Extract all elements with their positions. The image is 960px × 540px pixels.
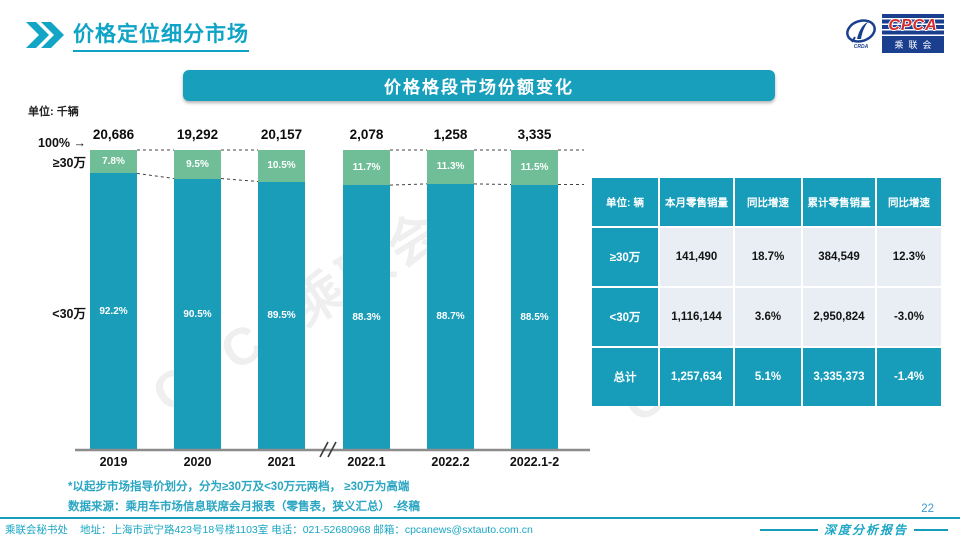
segment-low: 90.5% <box>174 178 221 450</box>
segment-low-value: 88.7% <box>436 311 465 323</box>
segment-high-value: 11.3% <box>436 161 465 173</box>
row-label-total: 总计 <box>592 348 658 406</box>
segment-low: 92.2% <box>90 173 137 450</box>
table-cell: 3.6% <box>735 288 801 346</box>
table-cell: 384,549 <box>803 228 875 286</box>
segment-low-value: 88.3% <box>352 312 381 324</box>
segment-high: 11.3% <box>427 150 474 184</box>
x-label: 2022.2 <box>431 455 470 469</box>
cpca-letters: CPCA <box>888 16 938 34</box>
report-label-rule-left <box>759 528 818 531</box>
bar-2022-2: 1,258 11.3% 88.7% <box>427 127 474 450</box>
bar-2022-1: 2,078 11.7% 88.3% <box>343 127 390 450</box>
x-label: 2020 <box>183 455 212 469</box>
footer: 乘联会秘书处 地址：上海市武宁路423号18号楼1103室 电话：021-526… <box>5 522 533 537</box>
report-label-rule-right <box>914 528 948 531</box>
table-header-month: 本月零售销量 <box>660 178 733 226</box>
bar-total: 1,258 <box>433 127 468 142</box>
segment-low: 89.5% <box>258 181 305 450</box>
series-low-label: <30万 <box>52 307 86 321</box>
bar-2020: 19,292 9.5% 90.5% <box>174 127 221 450</box>
footer-org: 乘联会秘书处 <box>5 524 68 536</box>
bar-2019: 20,686 7.8% 92.2% <box>90 127 137 450</box>
segment-low-value: 90.5% <box>183 308 212 320</box>
segment-high-value: 7.8% <box>102 156 125 168</box>
table-cell: 3,335,373 <box>803 348 875 406</box>
report-label: 深度分析报告 <box>759 521 948 538</box>
axis-100-label: 100% → <box>38 136 86 150</box>
emblem-text: CRDA <box>853 43 869 50</box>
segment-high: 10.5% <box>258 150 305 182</box>
segment-low-value: 88.5% <box>520 311 549 323</box>
bar-total: 20,686 <box>92 127 135 142</box>
table-cell: -3.0% <box>877 288 941 346</box>
footnote-definition: *以起步市场指导价划分，分为≥30万及<30万元两档， ≥30万为高端 <box>68 481 410 493</box>
segment-high-value: 9.5% <box>186 158 209 170</box>
x-label: 2022.1-2 <box>509 455 560 469</box>
table-header-yoy1: 同比增速 <box>735 178 801 226</box>
footnote-source: 数据来源：乘用车市场信息联席会月报表（零售表，狭义汇总） -终稿 <box>68 501 421 513</box>
segment-high: 11.5% <box>511 150 558 185</box>
row-label: ≥30万 <box>592 228 658 286</box>
segment-high: 11.7% <box>343 150 390 186</box>
segment-high-value: 11.5% <box>520 161 549 173</box>
x-label: 2022.1 <box>347 455 386 469</box>
page-title: 价格定位细分市场 <box>73 18 249 52</box>
chart-title: 价格格段市场份额变化 <box>384 78 574 97</box>
table-header-cum: 累计零售销量 <box>803 178 875 226</box>
segment-high-value: 11.7% <box>352 162 381 174</box>
table-cell: 1,116,144 <box>660 288 733 346</box>
x-label: 2021 <box>267 455 296 469</box>
segment-high-value: 10.5% <box>267 160 296 172</box>
table-cell: 18.7% <box>735 228 801 286</box>
x-label: 2019 <box>99 455 128 469</box>
chart-unit-label: 单位: 千辆 <box>28 106 79 118</box>
footer-divider <box>0 517 960 519</box>
cpca-logo: CRDA CPCA 乘联会 <box>844 14 944 53</box>
table-cell: 12.3% <box>877 228 941 286</box>
bar-total: 3,335 <box>517 127 552 142</box>
table-cell: 5.1% <box>735 348 801 406</box>
bar-total: 19,292 <box>176 127 219 142</box>
segment-low: 88.5% <box>511 184 558 450</box>
cpca-emblem-icon: CRDA <box>844 18 878 50</box>
chart-title-banner: 价格格段市场份额变化 <box>183 70 775 101</box>
cpca-sub-label: 乘联会 <box>882 37 944 53</box>
footer-contact: 地址：上海市武宁路423号18号楼1103室 电话：021-52680968 邮… <box>80 524 533 536</box>
table-cell: 1,257,634 <box>660 348 733 406</box>
cpca-wordmark: CPCA 乘联会 <box>882 14 944 53</box>
bar-total: 2,078 <box>349 127 384 142</box>
segment-low: 88.3% <box>343 185 390 450</box>
summary-table: 单位: 辆 本月零售销量 同比增速 累计零售销量 同比增速 ≥30万 141,4… <box>592 178 941 406</box>
series-high-label: ≥30万 <box>52 156 86 170</box>
segment-low-value: 89.5% <box>267 310 296 322</box>
segment-low: 88.7% <box>427 183 474 450</box>
segment-high: 7.8% <box>90 150 137 174</box>
table-cell: 141,490 <box>660 228 733 286</box>
page-number: 22 <box>921 503 934 515</box>
segment-high: 9.5% <box>174 150 221 179</box>
table-header-unit: 单位: 辆 <box>592 178 658 226</box>
table-header-yoy2: 同比增速 <box>877 178 941 226</box>
table-cell: -1.4% <box>877 348 941 406</box>
row-label: <30万 <box>592 288 658 346</box>
bar-total: 20,157 <box>260 127 303 142</box>
bar-2022-1-2: 3,335 11.5% 88.5% <box>511 127 558 450</box>
header: 价格定位细分市场 <box>25 18 249 52</box>
segment-low-value: 92.2% <box>99 306 128 318</box>
bar-2021: 20,157 10.5% 89.5% <box>258 127 305 450</box>
double-chevron-icon <box>26 22 64 48</box>
table-cell: 2,950,824 <box>803 288 875 346</box>
report-label-text: 深度分析报告 <box>823 523 908 537</box>
